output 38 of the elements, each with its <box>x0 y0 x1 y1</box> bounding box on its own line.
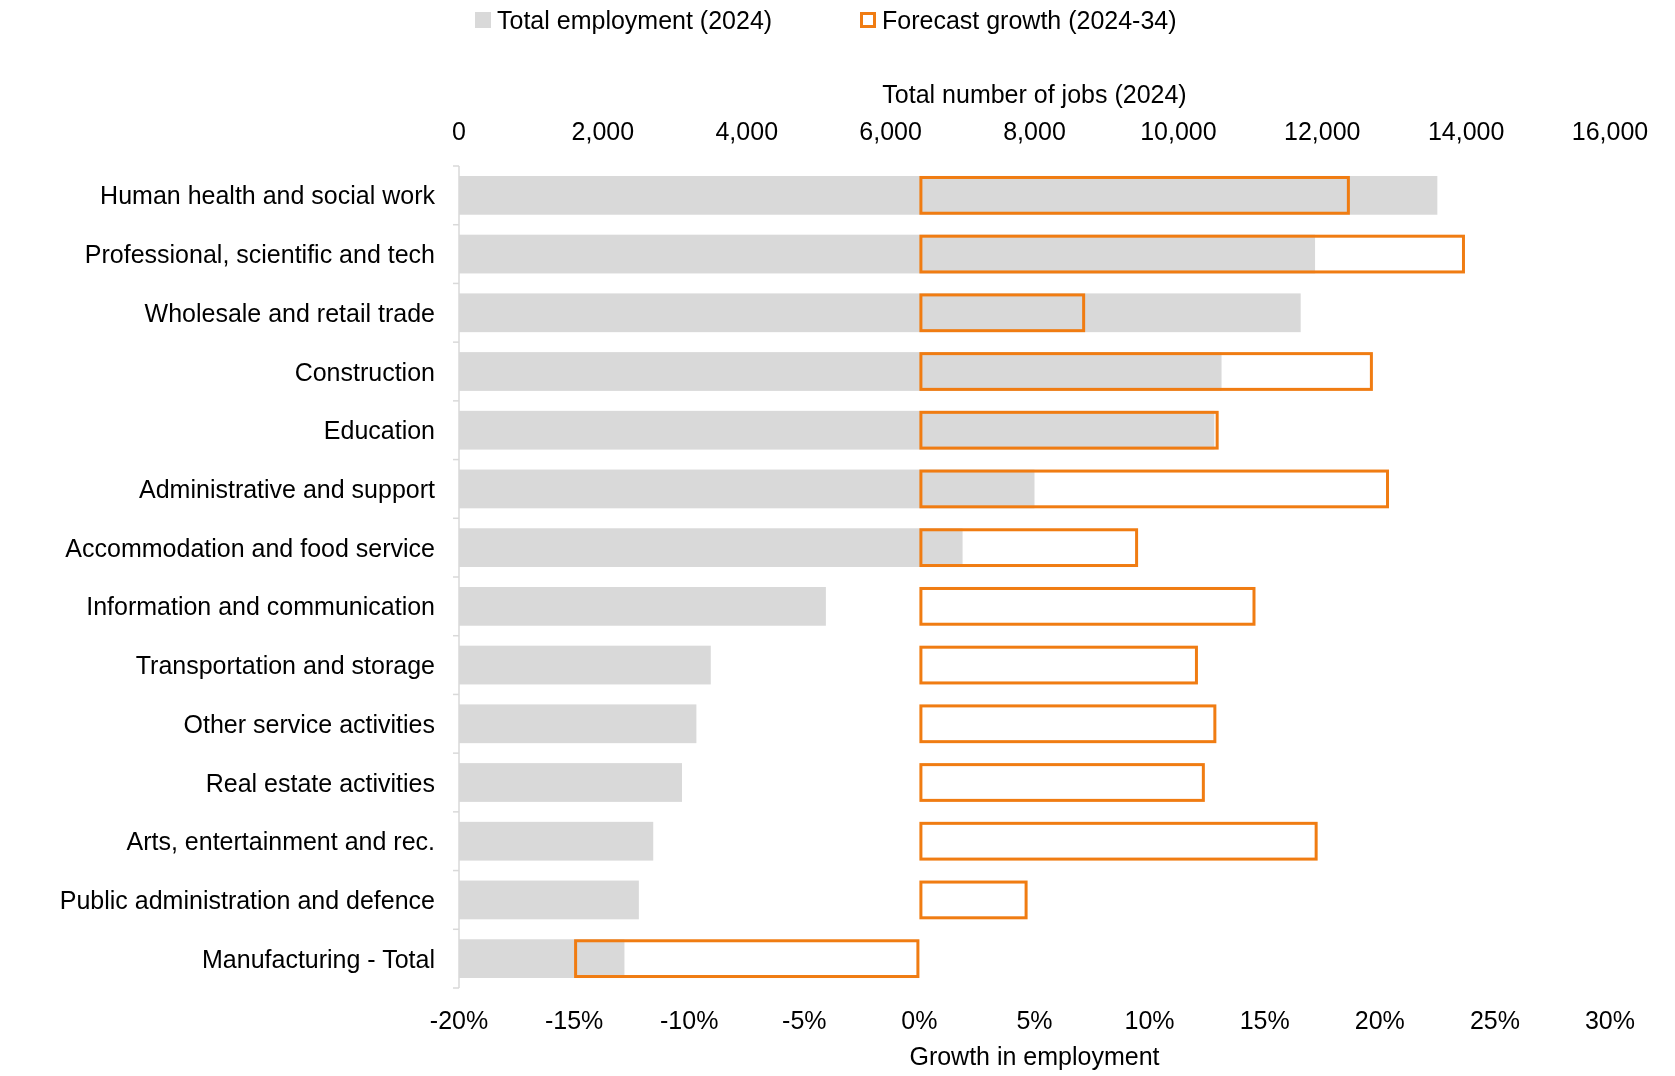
x2-tick-label: 4,000 <box>715 117 779 145</box>
x2-tick-label: 16,000 <box>1571 117 1649 145</box>
y-tick-label: Administrative and support <box>139 474 436 503</box>
x-tick-label: 0% <box>901 1006 938 1034</box>
x-axis-title: Growth in employment <box>909 1042 1160 1070</box>
x-tick-label: -5% <box>782 1006 827 1034</box>
legend-label: Forecast growth (2024-34) <box>882 6 1177 34</box>
x-tick-label: 20% <box>1354 1006 1405 1034</box>
y-tick-label: Public administration and defence <box>59 885 435 914</box>
y-tick-label: Transportation and storage <box>135 651 435 680</box>
x-tick-label: -10% <box>660 1006 719 1034</box>
x-tick-label: -20% <box>429 1006 489 1034</box>
x2-tick-label: 2,000 <box>571 117 635 145</box>
y-tick-label: Manufacturing - Total <box>202 944 435 973</box>
x2-tick-label: 0 <box>452 117 466 145</box>
x-tick-label: 25% <box>1469 1006 1520 1034</box>
y-tick-label: Accommodation and food service <box>65 533 435 562</box>
x-tick-label: 10% <box>1124 1006 1175 1034</box>
x2-tick-label: 8,000 <box>1003 117 1066 145</box>
x2-tick-label: 12,000 <box>1284 117 1361 145</box>
x-tick-label: 15% <box>1239 1006 1290 1034</box>
y-tick-label: Real estate activities <box>205 768 435 797</box>
y-tick-label: Professional, scientific and tech <box>84 240 435 269</box>
legend-label: Total employment (2024) <box>497 6 773 34</box>
y-tick-label: Construction <box>294 357 435 386</box>
y-tick-label: Arts, entertainment and rec. <box>126 827 435 856</box>
x2-tick-label: 10,000 <box>1140 117 1217 145</box>
y-tick-label: Other service activities <box>183 709 435 738</box>
x2-axis-title: Total number of jobs (2024) <box>882 80 1187 108</box>
y-tick-label: Information and communication <box>86 592 435 621</box>
x2-tick-label: 6,000 <box>859 117 922 145</box>
x-tick-label: 30% <box>1584 1006 1636 1034</box>
x-tick-label: 5% <box>1016 1006 1053 1034</box>
y-tick-label: Wholesale and retail trade <box>144 298 435 327</box>
x-tick-label: -15% <box>544 1006 604 1034</box>
y-tick-label: Human health and social work <box>100 181 436 210</box>
y-tick-label: Education <box>323 416 435 445</box>
x2-tick-label: 14,000 <box>1427 117 1505 145</box>
